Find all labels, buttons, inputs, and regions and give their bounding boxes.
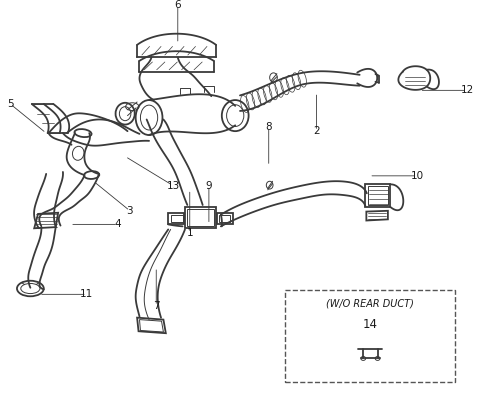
Text: (W/O REAR DUCT): (W/O REAR DUCT) (326, 298, 414, 308)
Text: 8: 8 (265, 122, 272, 132)
Text: 6: 6 (174, 0, 181, 10)
Text: 7: 7 (153, 301, 159, 311)
Text: 1: 1 (186, 228, 193, 238)
Text: 10: 10 (410, 171, 424, 181)
Text: 2: 2 (313, 126, 320, 136)
Text: 11: 11 (80, 289, 94, 299)
Text: 12: 12 (461, 85, 474, 96)
Text: 3: 3 (127, 206, 133, 216)
Text: 4: 4 (115, 219, 121, 229)
Text: 5: 5 (7, 99, 13, 109)
Text: 9: 9 (205, 181, 212, 191)
Text: 13: 13 (167, 181, 180, 191)
Text: 14: 14 (363, 318, 378, 331)
